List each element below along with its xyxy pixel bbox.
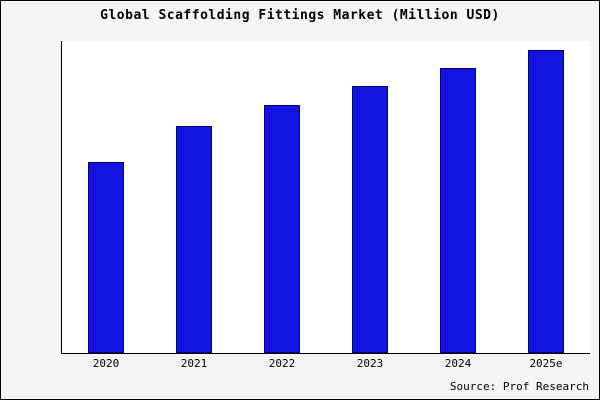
bar-column [326,41,414,353]
plot-area [61,41,590,354]
x-tick-column: 2024 [414,357,502,370]
x-tick-label: 2020 [92,357,120,370]
source-note: Source: Prof Research [449,380,589,393]
bar-column [62,41,150,353]
x-tick-label: 2021 [180,357,208,370]
bar-2022 [264,104,300,353]
bar-column [414,41,502,353]
x-tick-column: 2021 [150,357,238,370]
bar-column [502,41,590,353]
x-tick-column: 2023 [326,357,414,370]
x-tick-column: 2020 [62,357,150,370]
x-tick-column: 2025e [502,357,590,370]
x-tick-label: 2025e [529,357,563,370]
x-tick-column: 2022 [238,357,326,370]
chart-title: Global Scaffolding Fittings Market (Mill… [100,8,500,23]
x-tick-label: 2022 [268,357,296,370]
bar-2025e [528,50,564,353]
bar-2021 [176,125,212,353]
bar-2020 [88,162,124,353]
bars-row [62,41,590,353]
bar-2024 [440,68,476,353]
xaxis-labels: 2020 2021 2022 2023 2024 2025e [62,357,590,370]
bar-column [150,41,238,353]
bar-2023 [352,86,388,353]
x-tick-label: 2024 [444,357,472,370]
x-tick-label: 2023 [356,357,384,370]
bar-column [238,41,326,353]
